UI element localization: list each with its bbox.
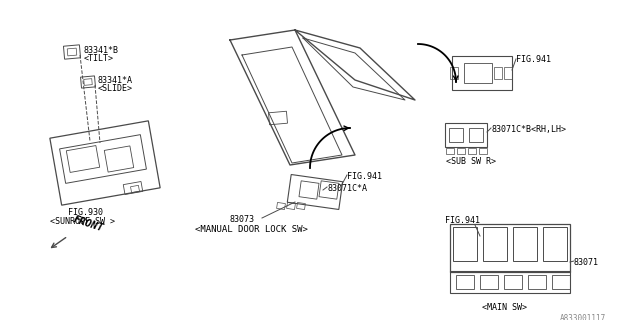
Text: <SUNROOF SW >: <SUNROOF SW > xyxy=(50,217,115,226)
Text: A833001117: A833001117 xyxy=(560,314,606,320)
Text: <MANUAL DOOR LOCK SW>: <MANUAL DOOR LOCK SW> xyxy=(195,225,308,234)
Text: <TILT>: <TILT> xyxy=(84,54,114,63)
Text: <MAIN SW>: <MAIN SW> xyxy=(482,303,527,312)
Text: FIG.941: FIG.941 xyxy=(445,216,480,225)
Text: FIG.930: FIG.930 xyxy=(68,208,103,217)
Text: <SUB SW R>: <SUB SW R> xyxy=(446,157,496,166)
Text: 83071C*B<RH,LH>: 83071C*B<RH,LH> xyxy=(491,125,566,134)
Text: 83341*A: 83341*A xyxy=(98,76,133,85)
Text: 83071C*A: 83071C*A xyxy=(327,184,367,193)
Text: 83071: 83071 xyxy=(574,258,599,267)
Text: FRONT: FRONT xyxy=(72,215,105,234)
Text: <SLIDE>: <SLIDE> xyxy=(98,84,133,93)
Text: 83341*B: 83341*B xyxy=(84,46,119,55)
Text: FIG.941: FIG.941 xyxy=(347,172,382,181)
Text: FIG.941: FIG.941 xyxy=(516,55,551,64)
Text: 83073: 83073 xyxy=(230,215,255,224)
